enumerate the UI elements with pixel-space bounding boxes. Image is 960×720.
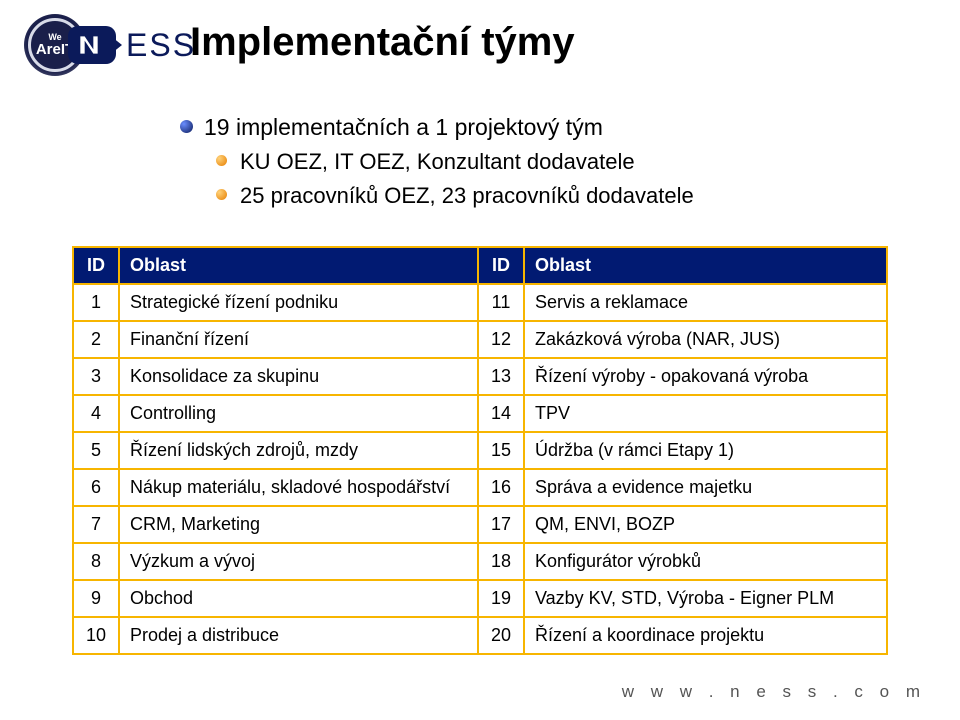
table-row: 10 Prodej a distribuce 20 Řízení a koord… (73, 617, 887, 654)
cell-id2: 16 (478, 469, 524, 506)
th-area2: Oblast (524, 247, 887, 284)
table-row: 5 Řízení lidských zdrojů, mzdy 15 Údržba… (73, 432, 887, 469)
cell-area2: Řízení výroby - opakovaná výroba (524, 358, 887, 395)
table-row: 8 Výzkum a vývoj 18 Konfigurátor výrobků (73, 543, 887, 580)
cell-id: 9 (73, 580, 119, 617)
table-row: 6 Nákup materiálu, skladové hospodářství… (73, 469, 887, 506)
cell-area2: Údržba (v rámci Etapy 1) (524, 432, 887, 469)
logo-block: We AreIT ESS (24, 14, 196, 76)
bullet-dot-icon (180, 120, 193, 133)
bullet-list: 19 implementačních a 1 projektový tým KU… (180, 112, 694, 214)
th-area: Oblast (119, 247, 478, 284)
cell-area2: Servis a reklamace (524, 284, 887, 321)
bullet-dot-icon (216, 155, 227, 166)
cell-area: Strategické řízení podniku (119, 284, 478, 321)
footer-url: w w w . n e s s . c o m (622, 682, 926, 702)
cell-id2: 11 (478, 284, 524, 321)
bullet-sub1: KU OEZ, IT OEZ, Konzultant dodavatele (216, 147, 694, 177)
bullet-dot-icon (216, 189, 227, 200)
teams-table: ID Oblast ID Oblast 1 Strategické řízení… (72, 246, 888, 655)
cell-id2: 17 (478, 506, 524, 543)
cell-id2: 13 (478, 358, 524, 395)
cell-area: Řízení lidských zdrojů, mzdy (119, 432, 478, 469)
cell-area: Výzkum a vývoj (119, 543, 478, 580)
cell-id2: 12 (478, 321, 524, 358)
cell-id2: 15 (478, 432, 524, 469)
cell-id2: 14 (478, 395, 524, 432)
cell-area: Finanční řízení (119, 321, 478, 358)
cell-area: Controlling (119, 395, 478, 432)
table-header-row: ID Oblast ID Oblast (73, 247, 887, 284)
cell-area: Prodej a distribuce (119, 617, 478, 654)
cell-id: 2 (73, 321, 119, 358)
table-body: 1 Strategické řízení podniku 11 Servis a… (73, 284, 887, 654)
cell-id: 5 (73, 432, 119, 469)
cell-id2: 18 (478, 543, 524, 580)
bullet-sub2: 25 pracovníků OEZ, 23 pracovníků dodavat… (216, 181, 694, 211)
table-row: 3 Konsolidace za skupinu 13 Řízení výrob… (73, 358, 887, 395)
cell-area2: Správa a evidence majetku (524, 469, 887, 506)
th-id: ID (73, 247, 119, 284)
slide: We AreIT ESS Implementační týmy 19 imple… (0, 0, 960, 720)
table-row: 4 Controlling 14 TPV (73, 395, 887, 432)
cell-id: 1 (73, 284, 119, 321)
cell-area2: Zakázková výroba (NAR, JUS) (524, 321, 887, 358)
cell-id: 10 (73, 617, 119, 654)
bullet-main: 19 implementačních a 1 projektový tým (180, 112, 694, 143)
bullet-sub2-text: 25 pracovníků OEZ, 23 pracovníků dodavat… (240, 183, 694, 208)
cell-area: Nákup materiálu, skladové hospodářství (119, 469, 478, 506)
table-row: 1 Strategické řízení podniku 11 Servis a… (73, 284, 887, 321)
cell-id: 3 (73, 358, 119, 395)
table-row: 2 Finanční řízení 12 Zakázková výroba (N… (73, 321, 887, 358)
logo-ness-icon: ESS (68, 25, 196, 65)
th-id2: ID (478, 247, 524, 284)
cell-area: Obchod (119, 580, 478, 617)
table-row: 7 CRM, Marketing 17 QM, ENVI, BOZP (73, 506, 887, 543)
cell-id: 6 (73, 469, 119, 506)
cell-area2: QM, ENVI, BOZP (524, 506, 887, 543)
bullet-main-text: 19 implementačních a 1 projektový tým (204, 114, 603, 140)
cell-area: CRM, Marketing (119, 506, 478, 543)
logo-n-bubble-icon (68, 26, 116, 64)
cell-id: 8 (73, 543, 119, 580)
page-title: Implementační týmy (190, 20, 575, 65)
cell-area2: Vazby KV, STD, Výroba - Eigner PLM (524, 580, 887, 617)
cell-id: 7 (73, 506, 119, 543)
cell-area2: TPV (524, 395, 887, 432)
bullet-sub1-text: KU OEZ, IT OEZ, Konzultant dodavatele (240, 149, 635, 174)
table-row: 9 Obchod 19 Vazby KV, STD, Výroba - Eign… (73, 580, 887, 617)
cell-area2: Řízení a koordinace projektu (524, 617, 887, 654)
cell-id2: 19 (478, 580, 524, 617)
cell-area2: Konfigurátor výrobků (524, 543, 887, 580)
cell-id: 4 (73, 395, 119, 432)
cell-id2: 20 (478, 617, 524, 654)
logo-wordmark: ESS (126, 27, 196, 64)
cell-area: Konsolidace za skupinu (119, 358, 478, 395)
